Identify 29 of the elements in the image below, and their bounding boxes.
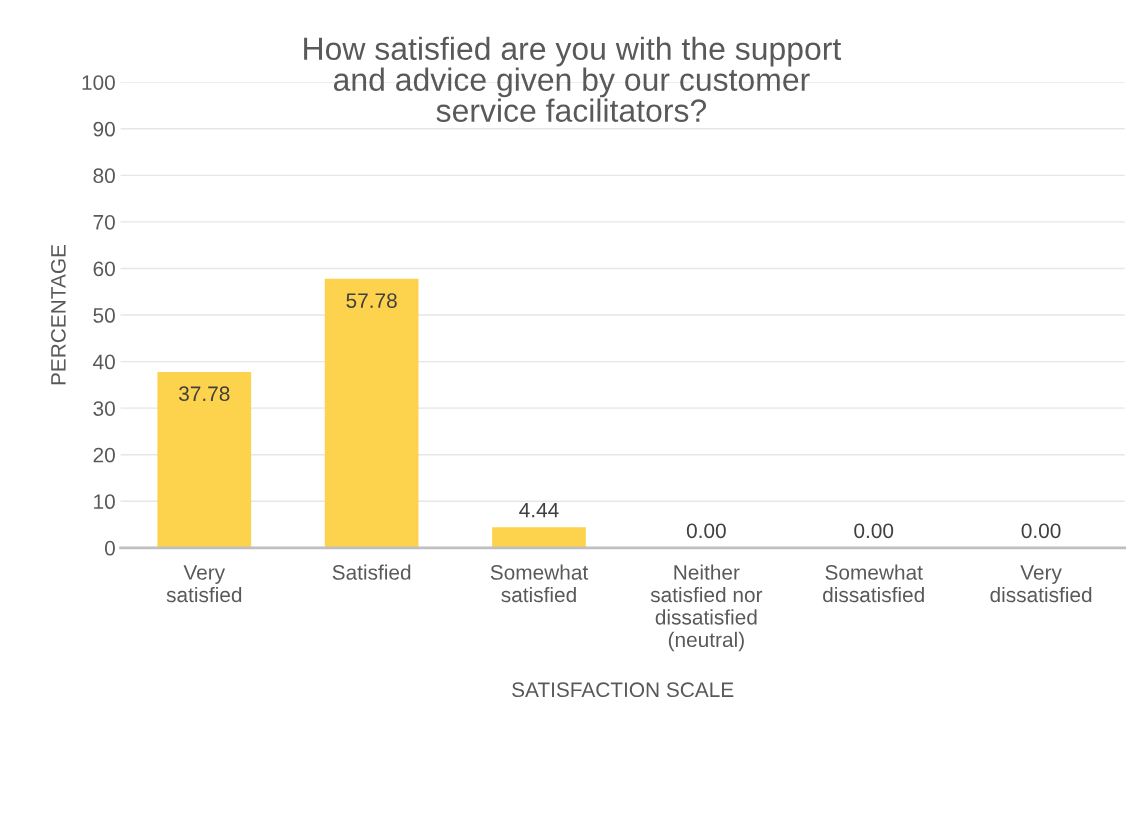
y-tick-label: 70 <box>93 214 115 230</box>
x-tick-label: Very dissatisfied <box>990 565 1092 603</box>
y-tick-label: 10 <box>94 494 115 510</box>
y-tick-label: 30 <box>93 401 115 416</box>
y-tick-label: 60 <box>93 261 115 277</box>
x-tick-label: Neither satisfied nor dissatisfied (neutral) <box>650 564 763 652</box>
y-tick-label: 20 <box>93 447 115 463</box>
y-tick-label: 80 <box>93 168 115 184</box>
bar <box>492 527 586 548</box>
data-label: 0.00 <box>1021 523 1061 539</box>
data-label: 4.44 <box>519 502 559 518</box>
bar <box>157 371 252 548</box>
data-label: 0.00 <box>686 523 726 539</box>
y-axis-title: PERCENTAGE <box>50 244 66 385</box>
y-tick-label: 50 <box>93 308 115 323</box>
data-label: 0.00 <box>854 523 894 539</box>
x-tick-label: Somewhat dissatisfied <box>823 564 924 603</box>
data-label: 57.78 <box>346 293 397 308</box>
x-tick-label: Satisfied <box>332 564 411 580</box>
x-tick-label: Very satisfied <box>166 565 242 603</box>
y-tick-label: 40 <box>93 354 115 370</box>
chart-title: How satisfied are you with the support and advice given by our customer service facilitators? <box>304 36 842 122</box>
y-tick-label: 100 <box>82 75 115 90</box>
y-tick-label: 0 <box>104 540 115 556</box>
data-label: 37.78 <box>179 386 230 402</box>
x-tick-label: Somewhat satisfied <box>490 564 589 603</box>
bar <box>324 278 419 548</box>
y-tick-label: 90 <box>93 121 115 137</box>
x-axis-title: SATISFACTION SCALE <box>512 682 734 698</box>
